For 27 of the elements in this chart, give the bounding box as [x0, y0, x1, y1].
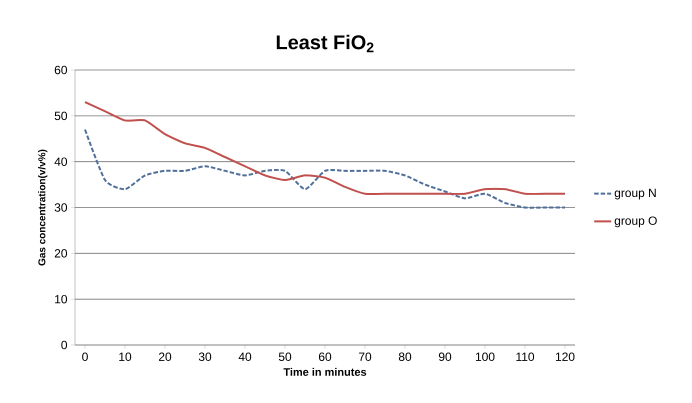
x-tick-label: 120: [556, 352, 575, 361]
x-tick-label: 20: [158, 352, 172, 361]
y-tick-label: 50: [54, 112, 68, 120]
x-tick-label: 110: [516, 352, 534, 361]
x-tick-label: 70: [358, 352, 372, 361]
x-tick-label: 10: [119, 352, 132, 361]
x-tick-label: 90: [438, 352, 452, 361]
x-tick-label: 60: [318, 352, 332, 361]
line-series: [84, 128, 566, 209]
line-series: [84, 101, 566, 196]
x-tick-label: 0: [82, 352, 88, 361]
y-tick-label: 60: [54, 66, 68, 74]
x-tick-label: 30: [198, 352, 212, 361]
x-axis-title: Time in minutes: [284, 368, 366, 376]
chart-title: Least FiO$_{2}$: [276, 34, 374, 52]
legend-label: group O: [614, 216, 657, 228]
y-tick-label: 30: [54, 203, 68, 212]
x-tick-label: 40: [238, 352, 252, 361]
legend-label: group N: [614, 188, 656, 200]
y-tick-label: 40: [54, 157, 68, 166]
y-tick-label: 20: [54, 249, 68, 258]
y-tick-label: 0: [61, 340, 68, 350]
x-tick-label: 80: [398, 352, 412, 361]
y-axis-title: Gas concentration(v/v%): [38, 150, 48, 266]
x-tick-label: 100: [476, 352, 495, 361]
x-tick-label: 50: [278, 352, 292, 361]
y-tick-label: 10: [55, 294, 68, 304]
